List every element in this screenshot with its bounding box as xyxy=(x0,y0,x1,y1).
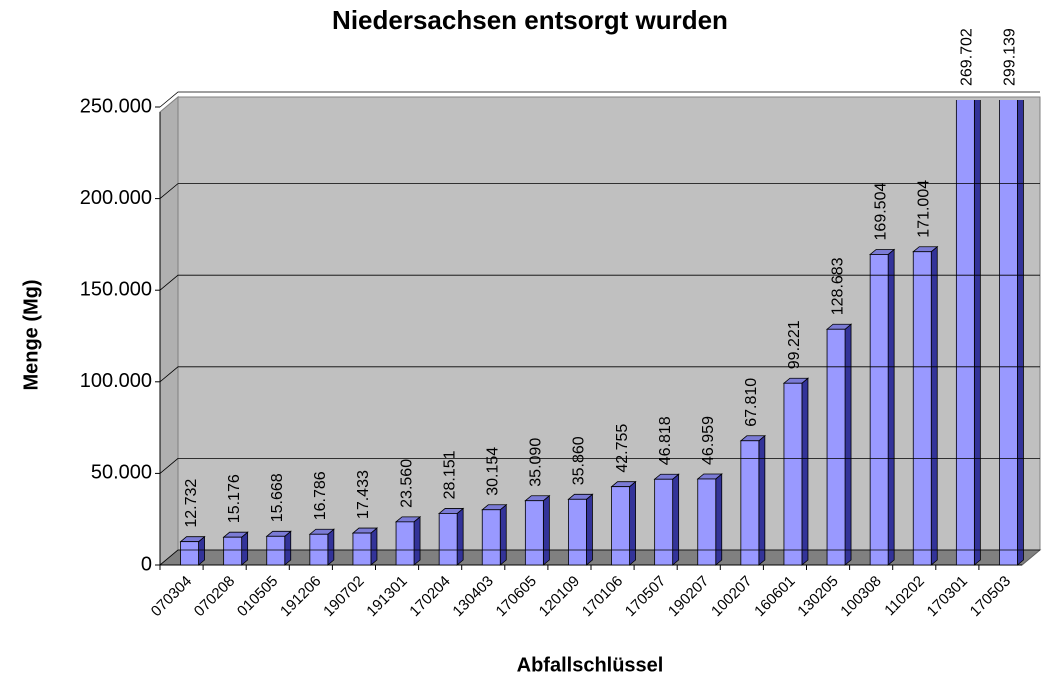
floor xyxy=(158,549,1042,566)
x-tick-label: 100207 xyxy=(708,573,755,620)
bar xyxy=(955,100,975,566)
bar-side xyxy=(930,245,938,566)
value-label: 299.139 xyxy=(1002,28,1019,86)
bar xyxy=(912,251,932,566)
bar-side xyxy=(456,507,464,566)
value-label: 169.504 xyxy=(872,183,889,241)
x-tick-label: 100308 xyxy=(837,573,884,620)
value-label: 15.176 xyxy=(226,474,243,523)
bar xyxy=(352,532,372,566)
value-label: 30.154 xyxy=(484,447,501,496)
value-label: 16.786 xyxy=(312,471,329,520)
x-tick-label: 070304 xyxy=(148,573,195,620)
y-tick-label: 250.000 xyxy=(80,95,152,117)
x-tick-label: 190207 xyxy=(665,573,712,620)
bar xyxy=(869,254,889,566)
bar-side xyxy=(327,528,335,566)
grid-line xyxy=(159,91,1040,108)
value-label: 15.668 xyxy=(269,473,286,522)
x-tick-label: 160601 xyxy=(751,573,798,620)
value-label: 28.151 xyxy=(441,450,458,499)
y-tick-label: 200.000 xyxy=(80,187,152,209)
x-tick-label: 130403 xyxy=(449,573,496,620)
bar xyxy=(180,541,199,566)
bar xyxy=(654,478,674,566)
value-label: 23.560 xyxy=(398,459,415,508)
x-axis-label: Abfallschlüssel xyxy=(517,654,664,676)
bar-side xyxy=(586,493,593,566)
bar xyxy=(223,536,243,566)
x-tick-label: 110202 xyxy=(881,573,928,620)
bar xyxy=(395,521,415,566)
value-label: 99.221 xyxy=(786,320,803,369)
value-label: 35.090 xyxy=(528,438,545,487)
value-label: 12.732 xyxy=(183,479,200,528)
x-tick-label: 170301 xyxy=(924,573,971,620)
bar-side xyxy=(542,494,550,566)
bar-side xyxy=(672,473,680,566)
bar-side xyxy=(284,530,292,566)
value-label: 269.702 xyxy=(959,28,976,86)
bar-side xyxy=(715,473,723,566)
x-tick-label: 130205 xyxy=(794,573,841,620)
x-tick-label: 191206 xyxy=(277,573,324,620)
bar xyxy=(999,100,1018,566)
x-tick-label: 120109 xyxy=(536,573,583,620)
grid-line xyxy=(159,457,1040,474)
bar xyxy=(783,382,803,566)
y-axis-label: Menge (Mg) xyxy=(20,279,42,390)
bars xyxy=(179,12,1024,566)
bar-side xyxy=(758,434,766,566)
value-label: 46.959 xyxy=(700,416,717,465)
grid-line xyxy=(159,366,1040,383)
value-label: 128.683 xyxy=(829,257,846,315)
bar-side xyxy=(629,480,636,566)
bar xyxy=(611,486,630,566)
bar xyxy=(524,500,544,566)
value-label: 46.818 xyxy=(657,416,674,465)
x-tick-label: 010505 xyxy=(234,573,281,620)
bar-side xyxy=(844,323,852,566)
x-tick-label: 170204 xyxy=(406,573,453,620)
bar-side xyxy=(887,248,895,566)
value-label: 171.004 xyxy=(915,180,932,238)
bar-side xyxy=(413,515,421,566)
x-tick-label: 190702 xyxy=(320,573,367,620)
bar xyxy=(438,513,458,566)
x-tick-label: 191301 xyxy=(363,573,410,620)
x-tick-label: 170605 xyxy=(493,573,540,620)
bar-side xyxy=(370,527,378,566)
bar-side xyxy=(499,503,507,566)
side-wall xyxy=(159,95,179,567)
bar-side xyxy=(241,531,249,566)
y-tick-label: 50.000 xyxy=(91,462,152,484)
value-label: 35.860 xyxy=(571,436,588,485)
bar-side xyxy=(973,100,981,566)
y-tick-label: 0 xyxy=(141,553,152,575)
bar-top xyxy=(999,12,1023,17)
chart-title: Niedersachsen entsorgt wurden xyxy=(332,5,728,35)
x-tick-label: 170106 xyxy=(579,573,626,620)
grid-line xyxy=(159,274,1040,291)
bar-side xyxy=(801,377,809,566)
value-label: 17.433 xyxy=(355,470,372,519)
bar xyxy=(826,328,846,566)
value-label: 67.810 xyxy=(743,378,760,427)
value-label: 42.755 xyxy=(614,424,631,473)
x-tick-label: 070208 xyxy=(191,573,238,620)
bar xyxy=(740,440,760,566)
bar-side xyxy=(1017,100,1024,566)
bar xyxy=(568,498,587,566)
back-wall xyxy=(177,96,1041,551)
grid-line xyxy=(159,183,1040,199)
bar xyxy=(481,509,501,566)
bar xyxy=(697,478,717,566)
y-tick-label: 100.000 xyxy=(80,370,152,392)
grid-line xyxy=(159,549,1040,566)
y-tick-label: 150.000 xyxy=(80,278,152,300)
x-tick-label: 170503 xyxy=(967,573,1014,620)
x-tick-label: 170507 xyxy=(622,573,669,620)
bar xyxy=(266,535,286,566)
